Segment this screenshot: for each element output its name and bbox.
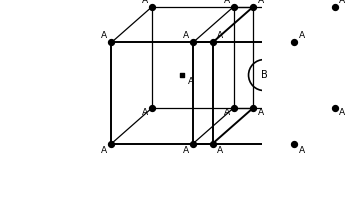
- Text: A: A: [183, 31, 189, 40]
- Text: A: A: [217, 146, 223, 155]
- Point: [149, 5, 155, 8]
- Text: A: A: [258, 108, 264, 117]
- Point: [149, 106, 155, 109]
- Text: A: A: [217, 31, 223, 40]
- Point: [332, 5, 338, 8]
- Text: A: A: [339, 108, 346, 117]
- Text: A: A: [142, 108, 148, 117]
- Point: [190, 41, 196, 44]
- Text: A: A: [339, 0, 346, 5]
- Text: A: A: [224, 108, 230, 117]
- Point: [109, 142, 114, 145]
- Point: [332, 106, 338, 109]
- Text: B: B: [261, 70, 267, 80]
- Text: A: A: [183, 146, 189, 155]
- Text: A: A: [101, 31, 107, 40]
- Point: [190, 142, 196, 145]
- Point: [231, 5, 237, 8]
- Point: [231, 106, 237, 109]
- Text: A: A: [188, 77, 194, 86]
- Text: A: A: [258, 0, 264, 5]
- Text: A: A: [298, 146, 305, 155]
- Text: A: A: [298, 31, 305, 40]
- Text: A: A: [142, 0, 148, 5]
- Point: [291, 142, 297, 145]
- Text: A: A: [101, 146, 107, 155]
- Point: [291, 41, 297, 44]
- Point: [251, 106, 256, 109]
- Point: [210, 41, 216, 44]
- Text: A: A: [224, 0, 230, 5]
- Point: [251, 5, 256, 8]
- Point: [109, 41, 114, 44]
- Point: [210, 142, 216, 145]
- Point: [180, 73, 185, 77]
